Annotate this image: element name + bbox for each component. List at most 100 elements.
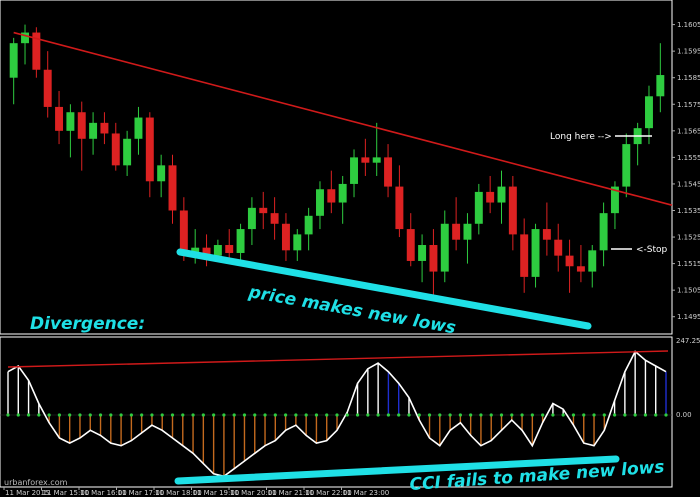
candle-body [384, 157, 393, 187]
cci-zero-dot [201, 413, 205, 417]
cci-zero-dot [16, 413, 20, 417]
candle-body [32, 32, 41, 70]
cci-zero-dot [561, 413, 565, 417]
price-tick-label: 1.1595 [677, 48, 700, 56]
cci-zero-dot [355, 413, 360, 417]
time-tick-label: 11 Mar 2015 [5, 489, 49, 497]
candle-body [497, 186, 506, 203]
time-tick-label: 11 Mar 17:00 [118, 489, 165, 497]
cci-zero-dot [98, 413, 103, 417]
candle-body [554, 239, 563, 256]
time-tick-label: 11 Mar 23:00 [343, 489, 390, 497]
cci-zero-dot [366, 413, 370, 417]
cci-zero-dot [582, 413, 586, 417]
cci-zero-dots [6, 413, 668, 417]
cci-zero-dot [407, 413, 411, 417]
cci-zero-dot [78, 413, 82, 417]
time-tick-label: 11 Mar 22:00 [305, 489, 352, 497]
price-tick-label: 1.1515 [677, 260, 700, 268]
price-tick-label: 1.1555 [677, 154, 700, 162]
resistance-trendline [13, 31, 673, 206]
cci-zero-dot [212, 413, 216, 417]
cci-zero-dot [345, 413, 349, 417]
candle-body [123, 138, 132, 166]
candle-body [100, 122, 109, 134]
candle-body [281, 223, 290, 251]
candle-body [111, 133, 120, 166]
price-tick-label: 1.1505 [677, 287, 700, 295]
candle-body [259, 207, 268, 214]
cci-zero-dot [283, 413, 288, 417]
cci-zero-dot [140, 413, 144, 417]
candle-body [656, 75, 665, 97]
candle-body [486, 191, 495, 203]
price-tick-label: 1.1495 [677, 313, 700, 321]
candle-body [508, 186, 517, 235]
cci-zero-dot [68, 413, 72, 417]
candle-body [474, 191, 483, 224]
price-tick-label: 1.1565 [677, 127, 700, 135]
cci-zero-dot [232, 413, 236, 417]
candle-body [293, 234, 302, 251]
candle-body [565, 255, 574, 267]
candle-body [179, 210, 188, 253]
candle-body [338, 183, 347, 203]
cci-zero-dot [654, 413, 658, 417]
cci-top-label: 247.2589 [676, 337, 700, 345]
cci-zero-dot [520, 413, 524, 417]
candle-body [236, 229, 245, 253]
cci-zero-dot [602, 413, 606, 417]
cci-zero-dot [222, 413, 226, 417]
candle-body [610, 186, 619, 214]
price-tick-label: 1.1535 [677, 207, 700, 215]
candle-body [77, 112, 86, 139]
cci-zero-dot [160, 413, 164, 417]
cci-zero-dot [263, 413, 267, 417]
price-tick-label: 1.1525 [677, 234, 700, 242]
candle-body [304, 215, 313, 235]
candle-body [452, 223, 461, 240]
candle-body [418, 245, 427, 261]
cci-zero-dot [541, 413, 545, 417]
cci-zero-dot [109, 413, 113, 417]
candle-body [247, 207, 256, 230]
cci-zero-dot [489, 413, 493, 417]
candle-body [168, 165, 177, 211]
cci-zero-dot [469, 413, 473, 417]
candle-body [406, 229, 415, 261]
cci-zero-dot [592, 413, 596, 417]
time-tick-label: 11 Mar 21:00 [268, 489, 315, 497]
candle-body [134, 117, 143, 139]
candle-body [395, 186, 404, 230]
candle-body [350, 157, 358, 184]
cci-zero-dot [427, 413, 432, 417]
cci-zero-dot [510, 413, 514, 417]
candle-body [21, 32, 29, 44]
watermark: urbanforex.com [4, 478, 68, 487]
divergence-headline: Divergence: [30, 314, 145, 334]
indicator-axis: 247.2589 0.00 [676, 337, 700, 419]
cci-zero-dot [273, 413, 277, 417]
time-tick-label: 11 Mar 18:00 [155, 489, 202, 497]
candle-body [463, 223, 472, 240]
time-tick-label: 11 Mar 16:00 [80, 489, 127, 497]
cci-zero-dot [253, 413, 257, 417]
cci-zero-dot [499, 413, 504, 417]
price-lows-line [176, 248, 592, 330]
cci-zero-dot [170, 413, 175, 417]
cci-zero-dot [325, 413, 329, 417]
cci-zero-dot [438, 413, 442, 417]
cci-zero-dot [643, 413, 648, 417]
main-chart-frame [0, 0, 673, 335]
cci-zero-dot [26, 413, 31, 417]
candle-body [542, 229, 551, 240]
cci-zero-dot [623, 413, 627, 417]
candle-body [43, 69, 52, 107]
cci-lows-line [174, 455, 620, 485]
cci-zero-dot [119, 413, 123, 417]
cci-zero-dot [294, 413, 298, 417]
cci-zero-dot [181, 413, 185, 417]
candle-body [372, 157, 381, 163]
cci-zero-dot [88, 413, 92, 417]
